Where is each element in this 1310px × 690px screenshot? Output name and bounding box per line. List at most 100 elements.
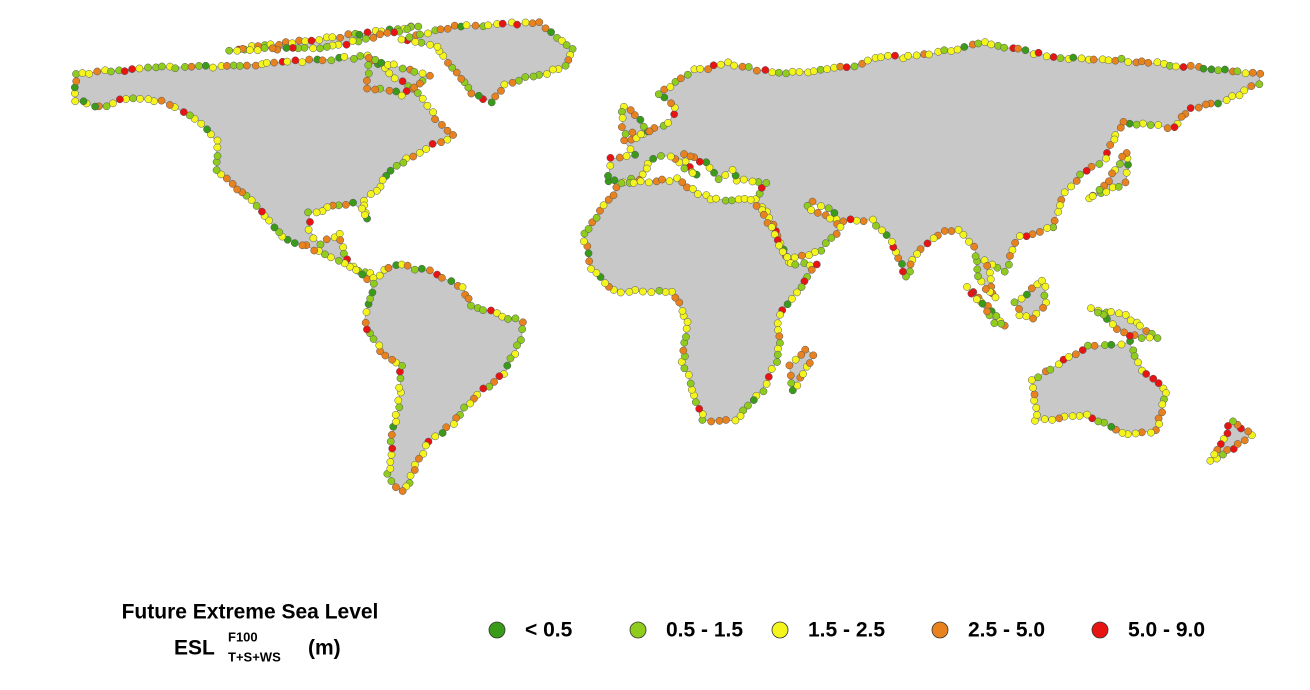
- coast-point: [830, 209, 839, 217]
- coast-point: [500, 80, 509, 89]
- coast-point: [253, 46, 262, 55]
- coast-point: [727, 196, 736, 205]
- coast-point: [209, 63, 217, 72]
- coast-point: [305, 55, 314, 64]
- legend-swatch: [771, 621, 789, 639]
- coast-point: [72, 77, 81, 86]
- coast-point: [1036, 228, 1044, 236]
- coast-point: [1207, 65, 1216, 74]
- coast-point: [587, 265, 595, 273]
- coast-point: [1118, 429, 1127, 437]
- coast-point: [201, 61, 210, 70]
- coast-point: [947, 227, 956, 235]
- coast-point: [1130, 352, 1139, 360]
- coast-point: [1194, 103, 1203, 112]
- coast-point: [298, 241, 307, 250]
- coast-point: [584, 225, 593, 233]
- coast-point: [411, 37, 420, 46]
- coast-point: [381, 351, 390, 360]
- coast-point: [1040, 415, 1049, 424]
- coast-point: [318, 56, 327, 65]
- coast-point: [71, 97, 80, 106]
- coast-point: [859, 217, 868, 226]
- coast-point: [426, 266, 434, 275]
- coast-point: [1122, 168, 1131, 177]
- coast-point: [185, 111, 194, 120]
- coast-point: [1137, 334, 1146, 342]
- coast-point: [788, 67, 797, 76]
- coast-point: [1082, 166, 1091, 175]
- coast-point: [1069, 53, 1078, 62]
- coast-point: [423, 101, 432, 110]
- coast-point: [129, 94, 137, 103]
- coast-point: [783, 253, 792, 262]
- coast-point: [836, 223, 845, 231]
- coast-point: [782, 69, 790, 78]
- coast-point: [709, 61, 718, 70]
- coast-point: [817, 202, 825, 210]
- coast-point: [963, 283, 971, 291]
- coast-point: [731, 416, 740, 425]
- coast-point: [490, 378, 498, 386]
- coast-point: [1006, 252, 1014, 260]
- coast-point: [243, 61, 251, 70]
- coast-point: [807, 206, 816, 214]
- coast-point: [233, 185, 241, 194]
- coast-point: [342, 200, 350, 209]
- coast-point: [1034, 48, 1043, 57]
- coast-point: [816, 65, 825, 74]
- coast-point: [1090, 341, 1099, 350]
- coast-point: [580, 237, 588, 246]
- coast-point: [762, 179, 771, 187]
- coast-point: [1094, 308, 1102, 317]
- coast-point: [778, 247, 787, 256]
- coast-point: [344, 30, 353, 39]
- coast-point: [1134, 358, 1142, 367]
- coast-point: [628, 128, 637, 137]
- coast-point: [212, 166, 221, 174]
- coast-point: [438, 429, 447, 437]
- coast-point: [617, 179, 626, 187]
- coast-point: [665, 177, 674, 185]
- coast-point: [1107, 308, 1115, 316]
- coast-point: [403, 261, 412, 270]
- coast-point: [519, 318, 527, 327]
- coast-point: [667, 99, 675, 108]
- coast-point: [1056, 201, 1064, 210]
- coast-point: [1108, 169, 1116, 178]
- coast-point: [413, 89, 422, 97]
- coast-point: [601, 279, 609, 287]
- coast-point: [1010, 298, 1019, 307]
- coast-point: [270, 58, 278, 67]
- coast-point: [223, 62, 231, 70]
- coast-point: [639, 122, 648, 131]
- coast-point: [606, 161, 615, 170]
- coast-point: [203, 125, 211, 134]
- coast-point: [940, 227, 949, 235]
- coast-point: [528, 19, 537, 28]
- coast-point: [805, 359, 814, 367]
- coast-point: [1172, 62, 1180, 71]
- coast-point: [762, 380, 771, 388]
- coast-point: [1071, 350, 1080, 359]
- coast-point: [306, 218, 314, 226]
- coast-point: [986, 275, 995, 284]
- coast-point: [604, 172, 612, 180]
- coast-point: [978, 299, 987, 308]
- coast-point: [707, 417, 716, 426]
- coast-point: [826, 214, 834, 223]
- coast-point: [1055, 414, 1064, 423]
- coast-point: [1023, 290, 1031, 299]
- coast-point: [631, 150, 639, 159]
- coast-point: [592, 213, 601, 222]
- coast-point: [316, 44, 324, 53]
- legend: Future Extreme Sea Level ESL F100 T+S+WS…: [122, 601, 1205, 665]
- coast-point: [1083, 410, 1091, 419]
- coast-point: [1072, 177, 1081, 185]
- coast-point: [744, 63, 753, 71]
- coast-point: [592, 269, 601, 277]
- coast-point: [372, 186, 381, 195]
- coast-point: [484, 21, 492, 30]
- coast-point: [677, 74, 685, 83]
- coast-point: [1027, 284, 1036, 293]
